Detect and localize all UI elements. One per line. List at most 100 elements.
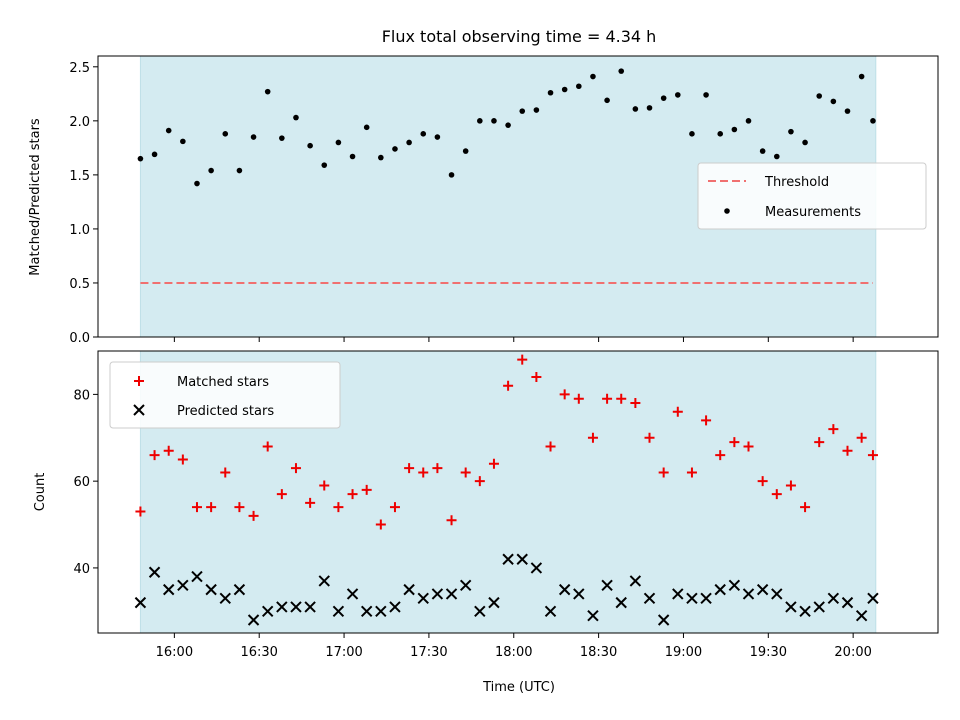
predicted-star-marker (657, 614, 670, 626)
predicted-star-marker (488, 596, 500, 609)
measurement-point (491, 118, 497, 124)
legend-matched-label: Matched stars (177, 375, 269, 390)
predicted-star-marker (134, 596, 147, 609)
predicted-star-marker (177, 579, 189, 591)
predicted-star-marker (573, 588, 585, 600)
matched-star-marker (630, 398, 641, 409)
predicted-star-marker (742, 588, 755, 600)
predicted-star-marker (233, 583, 246, 596)
predicted-star-marker (544, 605, 557, 618)
measurement-point (816, 93, 823, 99)
bottom-panel: 40 60 80 16:00 16:30 17:00 17:30 18:00 18:30 19:0… (73, 350, 939, 660)
y-tick-label: 40 (73, 562, 90, 577)
measurement-point (335, 139, 342, 146)
matched-star-marker (375, 519, 386, 530)
y-tick-label: 0.5 (69, 277, 90, 292)
matched-star-marker (517, 354, 528, 365)
matched-star-marker (573, 393, 584, 404)
measurement-point (717, 131, 724, 137)
measurement-point (236, 167, 243, 174)
predicted-star-marker (403, 583, 415, 596)
matched-star-marker (460, 467, 471, 478)
matched-star-marker (545, 441, 556, 452)
measurement-point (745, 118, 752, 124)
predicted-star-marker (290, 601, 302, 613)
predicted-star-marker (530, 562, 543, 574)
measurement-point (689, 131, 695, 137)
measurement-point (279, 135, 285, 141)
predicted-star-marker (516, 553, 528, 565)
y-tick-label: 2.0 (69, 115, 90, 130)
measurement-point (576, 83, 582, 90)
matched-star-marker (206, 502, 217, 513)
measurement-point (434, 134, 441, 140)
matched-star-marker (503, 380, 514, 391)
predicted-star-marker (247, 614, 260, 626)
matched-star-marker (404, 463, 415, 474)
predicted-star-marker (615, 596, 627, 609)
predicted-star-marker (700, 592, 712, 604)
matched-star-marker (814, 437, 825, 448)
measurement-point (264, 88, 271, 95)
matched-star-marker (715, 450, 726, 461)
predicted-star-marker (205, 583, 217, 596)
matched-star-marker (262, 441, 273, 452)
predicted-star-marker (771, 588, 783, 600)
measurement-point (151, 151, 158, 158)
measurement-point (208, 167, 214, 174)
legend-box (697, 162, 927, 230)
y-tick-label: 2.5 (69, 61, 90, 76)
predicted-star-marker (855, 609, 868, 622)
measurement-point (293, 114, 299, 121)
legend-predicted-swatch (133, 404, 145, 416)
predicted-star-marker (728, 579, 741, 591)
predicted-star-marker (375, 605, 387, 618)
axes-frame (97, 350, 939, 634)
predicted-star-marker (276, 601, 288, 613)
x-tick-label: 16:00 (156, 645, 193, 660)
predicted-star-marker (714, 583, 726, 596)
measurement-point (618, 68, 625, 74)
x-tick-label: 20:00 (834, 645, 871, 660)
measurement-point (703, 92, 709, 98)
matched-star-marker (333, 502, 344, 513)
matched-star-marker (347, 489, 358, 500)
matched-star-marker (248, 510, 259, 521)
measurement-point (462, 148, 469, 154)
measurement-point (349, 153, 356, 160)
legend: Matched stars Predicted stars (109, 361, 341, 429)
matched-star-marker (867, 450, 878, 461)
matched-star-marker (432, 463, 443, 474)
x-tick-label: 17:00 (325, 645, 362, 660)
measurement-point (830, 98, 837, 105)
measurement-point (137, 155, 144, 162)
matched-star-marker (729, 437, 740, 448)
legend: Threshold Measurements (697, 162, 927, 230)
matched-star-marker (842, 445, 853, 456)
matched-star-marker (686, 467, 697, 478)
measurement-point (844, 108, 851, 114)
predicted-star-marker (841, 596, 854, 609)
measurement-point (505, 122, 511, 128)
matched-star-marker (559, 389, 570, 400)
predicted-star-marker (827, 592, 840, 604)
y-tick-label: 1.5 (69, 169, 90, 184)
matched-star-marker (616, 393, 627, 404)
measurement-point (674, 92, 681, 98)
predicted-star-marker (502, 553, 514, 565)
matched-star-marker (220, 467, 231, 478)
legend-threshold-label: Threshold (764, 175, 829, 190)
measurement-point (547, 89, 554, 96)
matched-star-marker (234, 502, 245, 513)
matched-star-marker (389, 502, 400, 513)
measurement-point (165, 127, 172, 134)
matched-star-marker (743, 441, 754, 452)
bottom-y-axis-label: Count (33, 473, 48, 512)
y-tick-label: 80 (73, 388, 90, 403)
predicted-star-marker (867, 592, 879, 604)
measurement-point (222, 131, 229, 137)
measurement-point (250, 134, 257, 140)
measurement-point (533, 107, 540, 113)
measurement-point (321, 162, 328, 168)
predicted-star-marker (417, 592, 429, 604)
